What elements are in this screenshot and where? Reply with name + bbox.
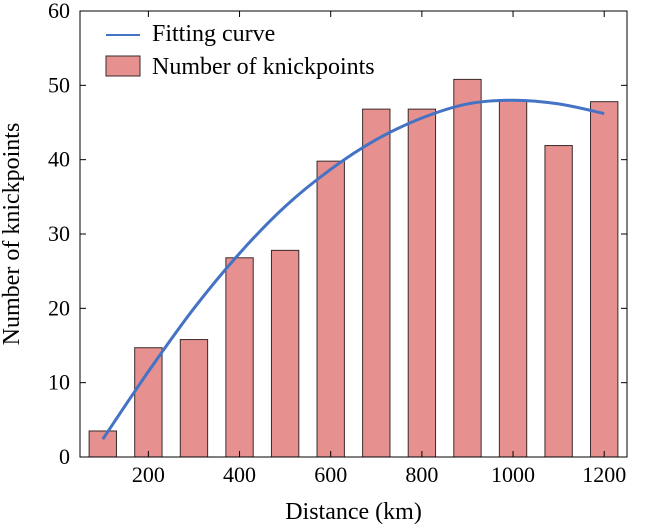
- x-tick-label: 1200: [582, 462, 626, 487]
- bar-1200: [590, 101, 619, 458]
- bar-500: [270, 249, 300, 458]
- bar-1000: [498, 99, 528, 458]
- x-tick-label: 1000: [491, 462, 535, 487]
- legend-swatch-knickpoints: [105, 55, 141, 77]
- x-tick-label: 800: [405, 462, 438, 487]
- x-tick-label: 400: [223, 462, 256, 487]
- bar-200: [134, 347, 163, 458]
- y-tick-label: 50: [48, 72, 70, 97]
- axis-ticks: 200 400 600 800 1000 1200 0 10 20 30 40 50 60: [48, 0, 627, 487]
- legend-label-knickpoints: Number of knickpoints: [152, 54, 375, 80]
- bars-layer: [88, 78, 619, 458]
- bar-400: [225, 257, 254, 458]
- fitting-curve: [101, 98, 605, 440]
- bar-800: [407, 108, 437, 458]
- legend: Fitting curve Number of knickpoints: [105, 21, 375, 80]
- x-axis-title: Distance (km): [285, 499, 422, 524]
- y-tick-label: 0: [59, 444, 70, 469]
- y-axis-title: Number of knickpoints: [0, 123, 25, 346]
- y-tick-label: 10: [48, 370, 70, 395]
- y-tick-label: 20: [48, 295, 70, 320]
- y-tick-label: 30: [48, 221, 70, 246]
- legend-label-fitting-curve: Fitting curve: [152, 21, 275, 47]
- y-tick-label: 40: [48, 147, 70, 172]
- bar-700: [362, 108, 391, 458]
- y-tick-label: 60: [48, 0, 70, 23]
- bar-600: [316, 160, 345, 458]
- x-tick-label: 600: [314, 462, 347, 487]
- bar-300: [179, 339, 209, 458]
- bar-100: [88, 430, 117, 458]
- bar-1100: [544, 145, 573, 458]
- x-tick-label: 200: [132, 462, 165, 487]
- fitting-curve-layer: [101, 98, 605, 440]
- bar-900: [453, 78, 482, 458]
